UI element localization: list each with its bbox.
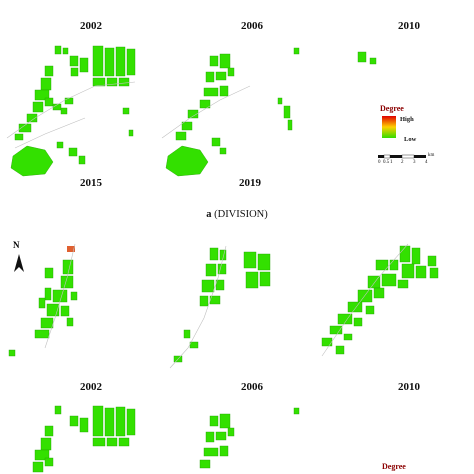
map-panel-b-2002 xyxy=(8,243,78,357)
scale-unit: km xyxy=(428,153,435,158)
caption-a: a (DIVISION) xyxy=(0,209,474,220)
year-label-a-2019: 2019 xyxy=(239,177,261,189)
scale-tick-1: 1 xyxy=(390,160,393,165)
map-panel-a-2002 xyxy=(6,45,136,177)
scale-tick-0: 0 xyxy=(378,160,381,165)
scale-bar xyxy=(378,154,426,159)
map-panel-b-2010 xyxy=(321,243,439,357)
year-label-a-2010: 2010 xyxy=(398,20,420,32)
map-panel-a-2010 xyxy=(357,51,377,65)
caption-letter: a xyxy=(206,209,212,220)
scale-tick-4: 4 xyxy=(425,160,428,165)
year-label-b-2010: 2010 xyxy=(398,381,420,393)
map-panel-b-2019 xyxy=(199,407,300,469)
legend-title-b: Degree xyxy=(382,462,406,471)
year-label-b-2002: 2002 xyxy=(80,381,102,393)
year-label-a-2015: 2015 xyxy=(80,177,102,189)
north-arrow-icon xyxy=(14,254,24,272)
year-label-b-2006: 2006 xyxy=(241,381,263,393)
legend-degree-a xyxy=(382,116,396,138)
north-label: N xyxy=(13,240,20,250)
land-patches xyxy=(10,45,136,177)
caption-text: (DIVISION) xyxy=(214,209,268,220)
year-label-a-2002: 2002 xyxy=(80,20,102,32)
legend-high-label: High xyxy=(400,116,414,123)
legend-title-a: Degree xyxy=(380,104,404,113)
map-panel-b-2006 xyxy=(169,245,271,369)
legend-low-label: Low xyxy=(404,136,417,143)
map-panel-a-2006 xyxy=(161,47,300,177)
color-ramp xyxy=(382,116,396,138)
scale-tick-3: 3 xyxy=(413,160,416,165)
road-lines xyxy=(6,81,136,149)
scale-tick-2: 2 xyxy=(401,160,404,165)
year-label-a-2006: 2006 xyxy=(241,20,263,32)
scale-tick-0.5: 0.5 xyxy=(383,160,390,165)
map-panel-b-2015 xyxy=(32,405,136,473)
